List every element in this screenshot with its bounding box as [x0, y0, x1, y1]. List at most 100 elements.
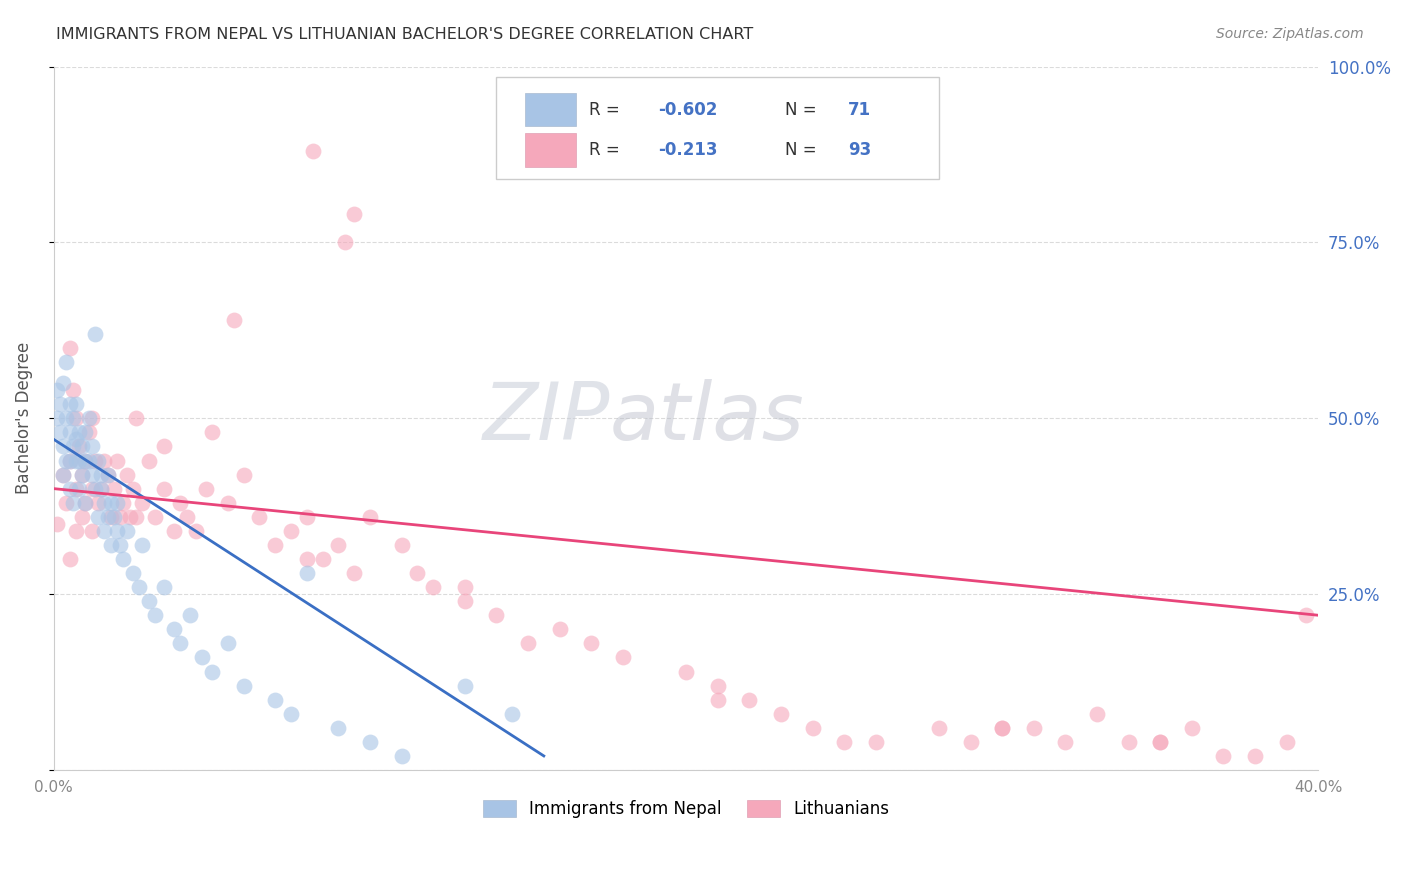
Point [115, 467, 138, 482]
Point [100, 496, 122, 510]
Text: N =: N = [785, 101, 821, 119]
Point [176, 509, 198, 524]
Point [97, 467, 120, 482]
Point [343, 207, 366, 221]
Point [264, 538, 287, 552]
Y-axis label: Bachelor's Degree: Bachelor's Degree [15, 343, 32, 494]
Point [97, 509, 120, 524]
Point [311, 552, 333, 566]
Point [959, 735, 981, 749]
Point [832, 735, 855, 749]
Point [1085, 706, 1108, 721]
Point [72, 467, 94, 482]
Point [454, 679, 477, 693]
Point [52, 376, 75, 391]
Point [121, 566, 143, 580]
Point [232, 467, 254, 482]
Point [1022, 721, 1045, 735]
Point [77, 411, 100, 425]
Point [49, 397, 72, 411]
Point [1275, 735, 1298, 749]
Point [77, 453, 100, 467]
Point [112, 496, 135, 510]
Point [769, 706, 792, 721]
Point [105, 496, 128, 510]
Text: -0.602: -0.602 [658, 101, 717, 119]
Text: -0.213: -0.213 [658, 141, 717, 160]
Point [67, 425, 90, 440]
Point [391, 748, 413, 763]
Point [121, 482, 143, 496]
Point [125, 411, 148, 425]
Point [169, 496, 191, 510]
Point [1054, 735, 1077, 749]
Point [1295, 608, 1317, 623]
Point [110, 538, 132, 552]
Point [65, 524, 87, 538]
Point [928, 721, 950, 735]
Point [579, 636, 602, 650]
Point [295, 509, 318, 524]
Bar [526, 93, 576, 127]
Point [46, 383, 69, 397]
Point [295, 566, 318, 580]
Point [46, 516, 69, 531]
Point [72, 509, 94, 524]
Point [87, 453, 110, 467]
Point [138, 453, 160, 467]
Point [80, 467, 103, 482]
Point [295, 552, 318, 566]
Point [75, 496, 97, 510]
Point [59, 397, 82, 411]
Point [280, 524, 302, 538]
Point [67, 439, 90, 453]
Point [65, 433, 87, 447]
Point [163, 524, 186, 538]
Point [59, 453, 82, 467]
Point [143, 608, 166, 623]
Point [247, 509, 270, 524]
Point [391, 538, 413, 552]
Point [328, 721, 350, 735]
Point [62, 411, 84, 425]
Point [84, 482, 107, 496]
FancyBboxPatch shape [496, 77, 939, 179]
Point [333, 235, 356, 250]
Point [1118, 735, 1140, 749]
Point [49, 425, 72, 440]
Point [359, 509, 381, 524]
Point [675, 665, 697, 679]
Text: R =: R = [589, 141, 630, 160]
Point [1149, 735, 1171, 749]
Point [217, 496, 239, 510]
Point [153, 482, 176, 496]
Point [80, 482, 103, 496]
Text: atlas: atlas [610, 379, 806, 458]
Point [59, 552, 82, 566]
Point [75, 453, 97, 467]
Point [222, 313, 245, 327]
Point [801, 721, 824, 735]
Point [612, 650, 634, 665]
Point [118, 509, 141, 524]
Point [991, 721, 1014, 735]
Point [201, 665, 224, 679]
Point [65, 482, 87, 496]
Point [153, 439, 176, 453]
Point [232, 679, 254, 693]
Point [191, 650, 214, 665]
Point [302, 144, 325, 158]
Point [163, 623, 186, 637]
Point [125, 509, 148, 524]
Point [65, 397, 87, 411]
Point [75, 453, 97, 467]
Point [105, 453, 128, 467]
Point [422, 580, 444, 594]
Point [264, 692, 287, 706]
Point [72, 467, 94, 482]
Point [1212, 748, 1234, 763]
Text: R =: R = [589, 101, 624, 119]
Point [128, 580, 150, 594]
Point [52, 439, 75, 453]
Point [454, 594, 477, 608]
